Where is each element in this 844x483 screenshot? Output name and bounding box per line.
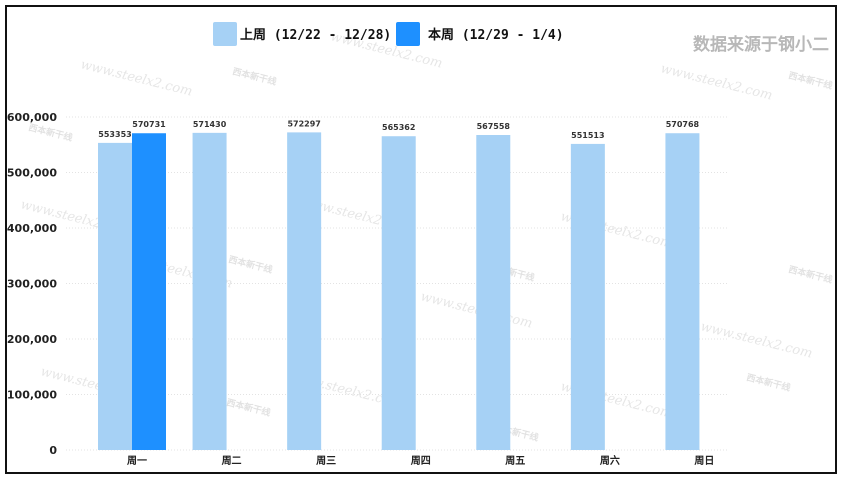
watermark-brand: 西本新干线 <box>787 69 834 92</box>
x-tick-label: 周五 <box>505 455 525 467</box>
bar[interactable] <box>287 132 322 450</box>
data-label: 570731 <box>132 120 166 129</box>
data-label: 565362 <box>382 123 415 132</box>
watermark-brand: 西本新干线 <box>27 121 74 144</box>
data-label: 553353 <box>98 130 131 139</box>
y-axis-ticks: 0 100,000 200,000 300,000 400,000 500,000 600,… <box>7 111 57 457</box>
y-tick-label: 200,000 <box>7 333 57 346</box>
y-tick-label: 100,000 <box>7 389 57 402</box>
x-tick-label: 周二 <box>222 455 242 467</box>
y-tick-label: 400,000 <box>7 222 57 235</box>
data-label: 572297 <box>287 119 320 128</box>
x-tick-label: 周三 <box>316 455 336 467</box>
watermark-url: www.steelx2.com <box>79 57 194 99</box>
x-tick-label: 周日 <box>694 455 714 467</box>
bar[interactable] <box>192 132 227 450</box>
bar[interactable] <box>665 133 700 450</box>
y-tick-label: 300,000 <box>7 278 57 291</box>
legend-label-this-week: 本周 (12/29 - 1/4) <box>428 27 564 43</box>
legend-label-last-week: 上周 (12/22 - 12/28) <box>240 28 391 43</box>
y-tick-label: 0 <box>49 444 57 457</box>
watermark-brand: 西本新干线 <box>225 396 272 419</box>
data-label: 571430 <box>193 120 227 129</box>
x-tick-label: 周四 <box>411 455 431 467</box>
watermark-url: www.steelx2.com <box>659 61 774 103</box>
bar[interactable] <box>381 136 416 450</box>
y-tick-label: 500,000 <box>7 167 57 180</box>
watermark-brand: 西本新干线 <box>231 65 278 88</box>
legend-item-last-week[interactable]: 上周 (12/22 - 12/28) <box>213 22 391 46</box>
x-tick-label: 周六 <box>600 454 620 467</box>
legend-swatch-last-week <box>213 22 237 46</box>
bar[interactable] <box>570 143 605 450</box>
legend: 上周 (12/22 - 12/28) 本周 (12/29 - 1/4) <box>213 22 564 46</box>
data-label: 570768 <box>666 120 700 129</box>
watermark-brand: 西本新干线 <box>745 371 792 394</box>
bar[interactable] <box>98 142 132 450</box>
legend-item-this-week[interactable]: 本周 (12/29 - 1/4) <box>396 22 564 46</box>
x-axis-ticks: 周一 周二 周三 周四 周五 周六 周日 <box>127 454 714 467</box>
data-label: 567558 <box>477 122 511 131</box>
watermark-brand: 西本新干线 <box>227 253 274 276</box>
y-tick-label: 600,000 <box>7 111 57 124</box>
bar[interactable] <box>476 135 511 450</box>
watermark-url: www.steelx2.com <box>699 319 814 361</box>
legend-swatch-this-week <box>396 22 420 46</box>
bar[interactable] <box>132 133 166 450</box>
bars-layer <box>98 132 700 450</box>
watermark-brand: 西本新干线 <box>787 263 834 286</box>
x-tick-label: 周一 <box>127 455 147 467</box>
source-note: 数据来源于钢小二 <box>693 34 829 55</box>
data-label: 551513 <box>571 131 604 140</box>
